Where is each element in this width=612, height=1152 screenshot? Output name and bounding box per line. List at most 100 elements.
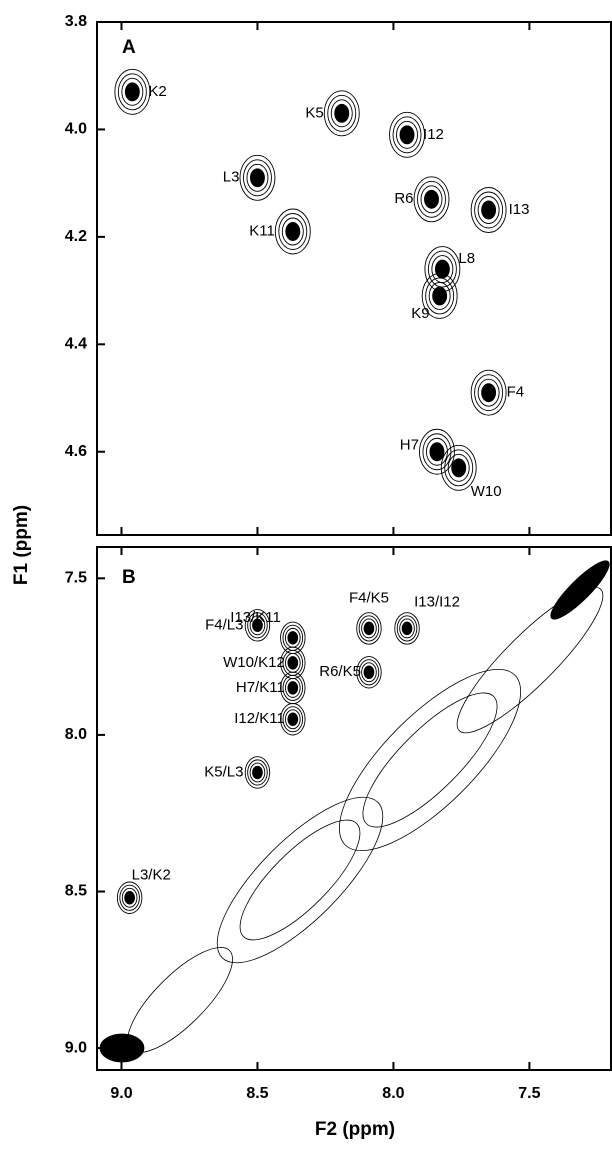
contour [396, 615, 418, 642]
contour [247, 759, 268, 786]
contour [358, 659, 380, 686]
peak-label: K5/L3 [204, 763, 243, 780]
contour [282, 674, 304, 701]
contour [399, 618, 415, 639]
x-tick-label: 7.5 [518, 1085, 540, 1102]
contour [121, 887, 138, 908]
contour [454, 462, 463, 473]
contour [432, 446, 441, 457]
x-tick-label: 8.0 [382, 1085, 404, 1102]
y-tick-label: 3.8 [65, 13, 87, 30]
contour [389, 111, 425, 158]
peak-label: H7/K11 [236, 679, 285, 696]
contour [484, 205, 493, 215]
contour [470, 187, 507, 233]
contour [289, 659, 296, 667]
contour [337, 108, 346, 119]
y-tick-label: 4.2 [65, 228, 87, 245]
contour [427, 250, 457, 288]
contour [121, 77, 144, 106]
contour [323, 90, 360, 137]
contour [239, 154, 276, 201]
contour [362, 692, 498, 828]
peak [356, 656, 382, 689]
peak [440, 444, 477, 491]
contour [244, 756, 271, 789]
peak [413, 176, 450, 223]
peak [470, 187, 507, 233]
contour [435, 291, 444, 301]
peak [239, 154, 276, 201]
contour [330, 99, 353, 128]
contour [254, 768, 261, 777]
contour [114, 68, 151, 115]
contour [356, 656, 382, 689]
contour [403, 129, 411, 140]
peak-label: L3/K2 [132, 867, 171, 884]
contour [338, 668, 522, 852]
peak-label: F4/L3 [205, 616, 243, 633]
peak-label: I13/I12 [414, 593, 460, 610]
x-tick-label: 8.5 [246, 1085, 268, 1102]
contour [282, 706, 304, 733]
peak-label: H7 [400, 437, 419, 454]
contour [289, 684, 296, 692]
peak-label: W10 [471, 483, 502, 500]
contour [99, 1033, 145, 1063]
contour [366, 624, 372, 633]
contour [484, 387, 493, 398]
peak [244, 609, 271, 642]
peak [323, 90, 360, 137]
contour [358, 615, 380, 642]
contour [404, 624, 410, 633]
contour [428, 282, 451, 310]
contour [444, 449, 474, 487]
contour [117, 73, 147, 111]
contour [413, 176, 450, 223]
contour [361, 618, 377, 639]
contour [244, 609, 271, 642]
contour [285, 678, 301, 698]
contour [254, 621, 261, 629]
contour [421, 273, 458, 319]
diagonal-background [99, 560, 610, 1063]
contour [247, 612, 268, 639]
panel-label: A [122, 37, 136, 58]
contour [392, 116, 422, 154]
contour [356, 612, 382, 645]
peak [356, 612, 382, 645]
peak-label: K2 [148, 83, 166, 100]
peak-label: I12 [423, 126, 444, 143]
contour [289, 715, 296, 723]
peak-label: I13/K11 [230, 609, 281, 626]
contour [474, 374, 504, 412]
contour [239, 819, 361, 941]
contour [253, 172, 262, 183]
contour [281, 217, 304, 246]
contour [477, 378, 500, 407]
contour [425, 437, 448, 466]
contour [396, 120, 418, 149]
contour [418, 428, 455, 475]
contour [289, 634, 296, 642]
contour [474, 191, 504, 229]
contour [438, 264, 447, 275]
peak [421, 273, 458, 319]
contour [246, 163, 269, 192]
contour [361, 662, 377, 683]
contour [425, 277, 455, 315]
contour [456, 586, 604, 734]
panel-a-frame [96, 21, 612, 536]
peak [418, 428, 455, 475]
peak [280, 703, 306, 736]
contour [119, 884, 140, 911]
y-tick-label: 7.5 [65, 570, 87, 587]
peak-label: L3 [223, 169, 240, 186]
contour [470, 369, 507, 416]
y-tick-label: 4.4 [65, 336, 87, 353]
contour [285, 709, 301, 730]
contour [116, 881, 143, 914]
y-tick-label: 9.0 [65, 1039, 87, 1056]
contour [447, 453, 470, 482]
